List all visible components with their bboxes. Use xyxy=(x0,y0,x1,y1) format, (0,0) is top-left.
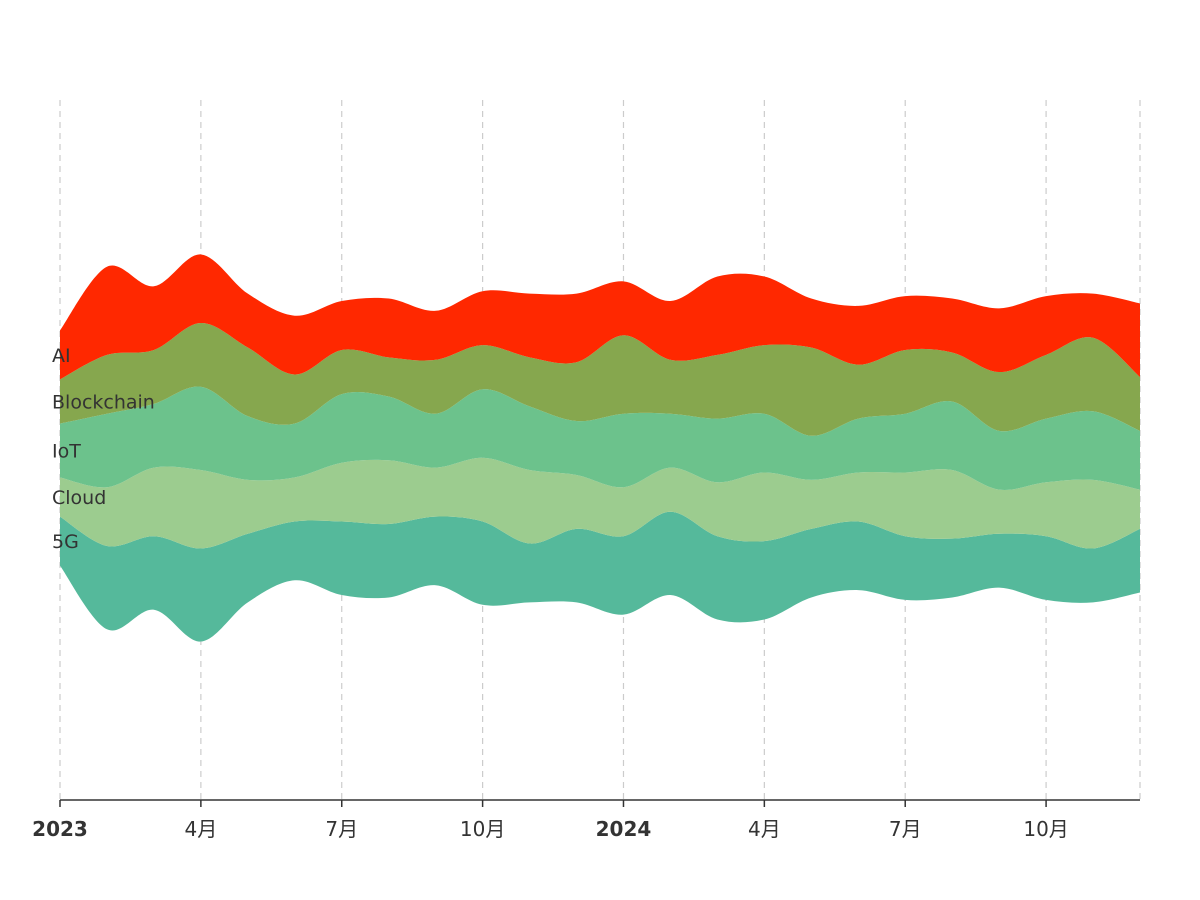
grid-lines xyxy=(59,100,1141,800)
x-tick-label: 4月 xyxy=(185,817,218,841)
series-label-5g: 5G xyxy=(52,531,79,553)
stream-layer-iot xyxy=(60,386,1140,490)
x-tick-label: 2023 xyxy=(32,817,88,841)
x-tick-label: 10月 xyxy=(460,817,505,841)
x-tick-label: 2024 xyxy=(596,817,652,841)
stream-layer-blockchain xyxy=(60,323,1140,436)
x-tick-label: 7月 xyxy=(325,817,358,841)
series-label-blockchain: Blockchain xyxy=(52,391,155,413)
series-label-ai: AI xyxy=(52,345,71,367)
stream-layer-ai xyxy=(60,254,1140,380)
stream-layer-cloud xyxy=(60,457,1140,549)
x-tick-label: 4月 xyxy=(748,817,781,841)
stream-layer-5g xyxy=(60,511,1140,642)
stream-layers xyxy=(60,254,1140,642)
series-labels: 5G Cloud IoT Blockchain AI xyxy=(52,345,155,553)
x-tick-label: 7月 xyxy=(889,817,922,841)
x-tick-label: 10月 xyxy=(1023,817,1068,841)
x-axis: 2023 4月 7月 10月 2024 4月 7月 10月 xyxy=(32,799,1140,841)
series-label-cloud: Cloud xyxy=(52,487,106,509)
series-label-iot: IoT xyxy=(52,440,81,462)
